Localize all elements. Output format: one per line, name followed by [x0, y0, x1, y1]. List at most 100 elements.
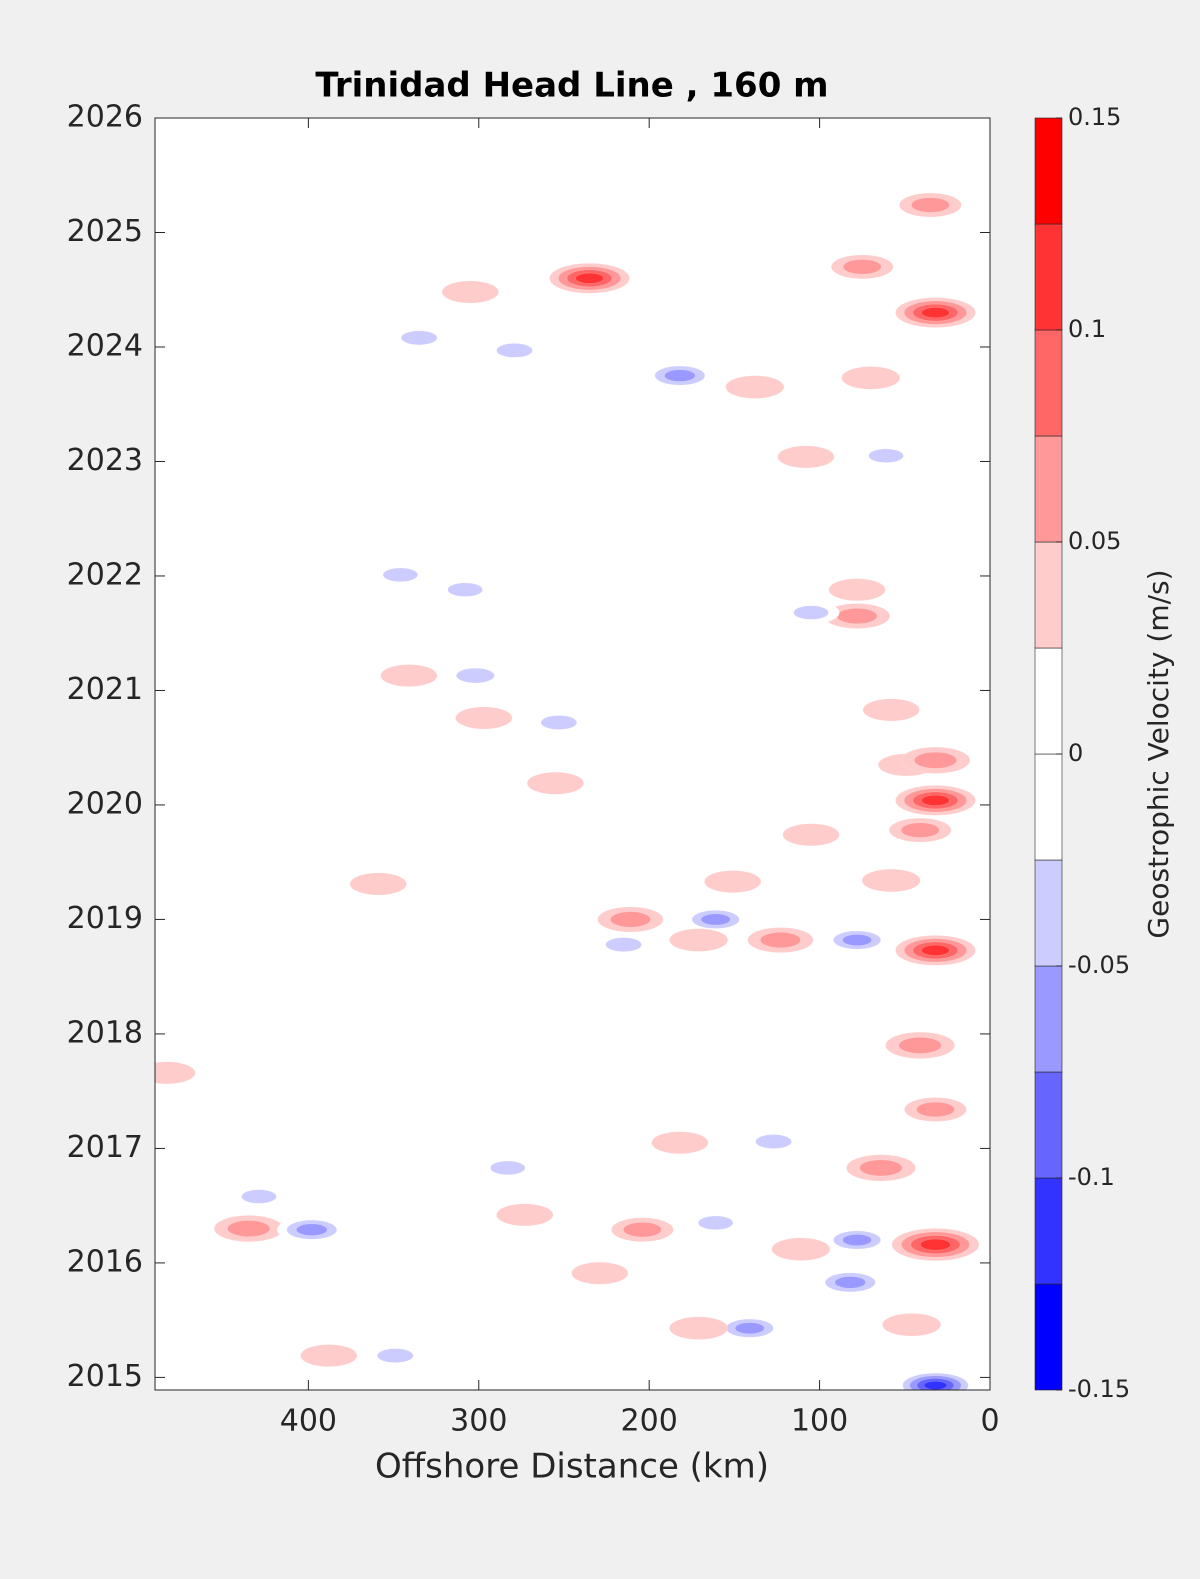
y-tick-label: 2019	[67, 901, 143, 936]
y-tick-label: 2026	[67, 100, 143, 135]
contour-level	[898, 1037, 942, 1054]
contour-level	[382, 567, 419, 582]
contour-blob	[882, 1313, 942, 1337]
contour-blob	[479, 1156, 537, 1180]
contour-blob	[885, 1031, 955, 1059]
colorbar-band	[1034, 647, 1063, 755]
contour-level	[759, 932, 801, 949]
contour-level	[664, 369, 696, 382]
contour-level	[526, 771, 585, 795]
contour-level	[571, 1261, 629, 1285]
contour-level	[669, 1316, 729, 1340]
contour-blob	[891, 1228, 980, 1262]
contour-level	[920, 1238, 951, 1251]
contour-level	[490, 1160, 526, 1175]
contour-blob	[155, 1061, 196, 1085]
y-tick-label: 2017	[67, 1130, 143, 1165]
contour-level	[575, 272, 604, 284]
colorbar-tick-label: 0	[1068, 739, 1083, 767]
contour-blob	[276, 1216, 347, 1244]
contour-blob	[857, 444, 915, 468]
contour-level	[725, 375, 785, 399]
contour-blob	[597, 906, 664, 933]
contour-blob	[846, 1154, 916, 1182]
contour-blob	[230, 1185, 288, 1208]
contour-blob	[651, 1131, 709, 1155]
contour-blob	[213, 1215, 284, 1243]
contour-level	[882, 1313, 942, 1337]
contour-level	[755, 1134, 792, 1149]
contour-blob	[899, 192, 962, 218]
contour-blob	[645, 362, 715, 390]
contour-blob	[782, 823, 840, 847]
contour-level	[669, 928, 729, 952]
contour-blob	[777, 445, 835, 469]
contour-level	[227, 1220, 271, 1237]
contour-level	[377, 1348, 414, 1363]
contour-level	[913, 751, 958, 769]
x-axis-label: Offshore Distance (km)	[375, 1447, 769, 1487]
contour-level	[916, 1101, 955, 1118]
contour-blob	[436, 578, 494, 602]
contour-level	[540, 715, 578, 730]
contour-blob	[455, 706, 513, 730]
contour-blob	[444, 663, 507, 688]
contour-level	[300, 1344, 358, 1368]
contour-level	[447, 582, 483, 597]
colorbar-band	[1034, 541, 1063, 649]
colorbar-band	[1034, 117, 1063, 225]
contour-blob	[895, 935, 976, 966]
contour-blob	[900, 746, 971, 774]
colorbar-band	[1034, 435, 1063, 543]
colorbar-tick-label: 0.15	[1068, 103, 1121, 131]
contour-level	[704, 870, 762, 894]
contour-blob	[496, 1203, 554, 1227]
contour-blob	[744, 1129, 804, 1154]
contour-blob	[895, 785, 976, 816]
contour-blob	[549, 263, 630, 294]
contour-blob	[441, 280, 499, 304]
contour-blob	[611, 1217, 674, 1242]
y-tick-label: 2018	[67, 1015, 143, 1050]
contour-level	[921, 307, 950, 319]
contour-blob	[815, 1268, 886, 1296]
contour-level	[834, 1276, 866, 1289]
contour-level	[861, 868, 921, 893]
contour-level	[441, 280, 499, 304]
x-tick-label: 400	[280, 1404, 337, 1439]
contour-blob	[687, 1211, 745, 1235]
colorbar-tick-label: 0.05	[1068, 527, 1121, 555]
contour-level	[605, 937, 642, 952]
colorbar-band	[1034, 859, 1063, 967]
colorbar-band	[1034, 965, 1063, 1073]
y-tick-label: 2024	[67, 328, 143, 363]
contour-blob	[771, 1237, 831, 1261]
contour-level	[771, 1237, 831, 1261]
contour-blob	[380, 664, 438, 687]
contour-blob	[841, 366, 901, 390]
contour-blob	[782, 601, 840, 624]
contour-level	[380, 664, 438, 687]
contour-level	[496, 1203, 554, 1227]
colorbar-band	[1034, 753, 1063, 861]
colorbar-band	[1034, 223, 1063, 331]
contour-level	[241, 1189, 277, 1204]
contour-blob	[485, 338, 545, 363]
contour-blob	[571, 1261, 629, 1285]
contour-level	[923, 1380, 948, 1390]
contour-level	[836, 608, 878, 625]
chart-title: Trinidad Head Line , 160 m	[315, 66, 828, 106]
y-tick-label: 2015	[67, 1359, 143, 1394]
contour-level	[921, 794, 950, 806]
contour-blob	[349, 872, 407, 896]
y-tick-label: 2021	[67, 672, 143, 707]
contour-level	[868, 448, 904, 463]
contour-level	[623, 1222, 662, 1238]
x-tick-label: 200	[621, 1404, 678, 1439]
contour-field	[155, 192, 980, 1390]
contour-level	[793, 605, 829, 620]
contour-level	[455, 706, 513, 730]
contour-level	[349, 872, 407, 896]
x-tick-label: 0	[980, 1404, 999, 1439]
